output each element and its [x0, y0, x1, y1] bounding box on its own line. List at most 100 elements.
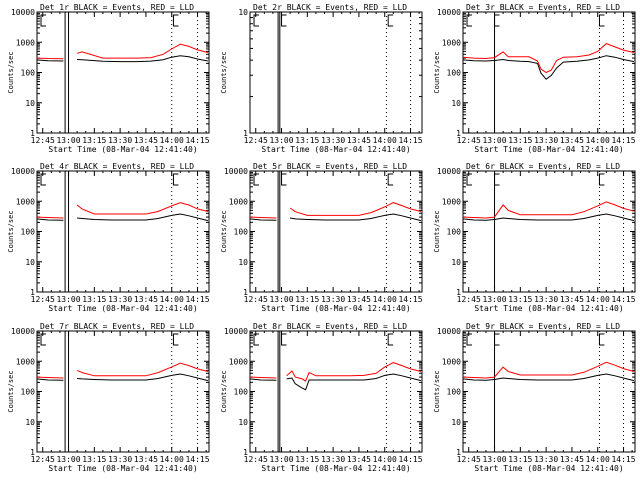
plot-frame — [462, 11, 636, 134]
x-tick-label: 14:00 — [586, 455, 610, 464]
y-tick-label: 1 — [243, 448, 248, 457]
x-tick-label: 13:15 — [295, 455, 319, 464]
y-tick-label: 1000 — [229, 197, 248, 206]
x-tick-label: 13:45 — [560, 136, 584, 145]
y-tick-label: 100 — [21, 69, 36, 78]
panel-det-1: Det 1r BLACK = Events, RED = LLD 1 10 100 10… — [7, 3, 210, 154]
y-tick-label: 1000 — [442, 197, 461, 206]
x-tick-label: 13:45 — [560, 295, 584, 304]
plot-frame — [462, 170, 636, 293]
y-tick-label: 1000 — [16, 38, 35, 47]
y-tick-label: 1000 — [442, 38, 461, 47]
y-tick-label: 1000 — [16, 197, 35, 206]
y-axis-label: Counts/sec — [7, 210, 15, 252]
x-tick-label: 13:00 — [482, 455, 506, 464]
x-tick-label: 14:15 — [611, 136, 635, 145]
x-tick-label: 13:00 — [482, 295, 506, 304]
panel-title: Det 2r BLACK = Events, RED = LLD — [253, 3, 407, 12]
x-tick-label: 14:00 — [160, 136, 184, 145]
time-marker — [466, 173, 473, 186]
x-tick-label: 14:15 — [398, 455, 422, 464]
time-marker — [598, 14, 605, 27]
time-marker — [598, 333, 605, 346]
x-axis-label: Start Time (08-Mar-04 12:41:40) — [261, 464, 410, 473]
time-marker — [253, 14, 260, 27]
y-axis-label: Counts/sec — [220, 370, 228, 412]
plot-frame — [36, 170, 210, 293]
x-tick-label: 13:00 — [482, 136, 506, 145]
series-line-events — [462, 213, 635, 222]
y-axis-label: Counts/sec — [220, 210, 228, 252]
x-tick-label: 14:15 — [185, 455, 209, 464]
panel-det-9: Det 9r BLACK = Events, RED = LLD 1 10 100 10… — [433, 322, 636, 473]
x-tick-label: 14:15 — [398, 136, 422, 145]
time-marker — [40, 14, 47, 27]
time-marker — [281, 173, 287, 186]
y-tick-label: 10 — [25, 99, 35, 108]
y-tick-label: 10 — [238, 258, 248, 267]
x-tick-label: 13:30 — [108, 295, 132, 304]
x-tick-label: 13:00 — [56, 295, 80, 304]
x-tick-label: 14:00 — [160, 455, 184, 464]
x-tick-label: 13:45 — [560, 455, 584, 464]
y-tick-label: 10000 — [224, 167, 248, 176]
x-axis-label: Start Time (08-Mar-04 12:41:40) — [474, 464, 623, 473]
panel-title: Det 8r BLACK = Events, RED = LLD — [253, 322, 407, 331]
y-tick-label: 100 — [447, 69, 462, 78]
time-marker — [387, 14, 394, 27]
x-tick-label: 13:15 — [82, 136, 106, 145]
y-tick-label: 100 — [21, 388, 36, 397]
y-tick-label: 1 — [456, 288, 461, 297]
y-axis-label: Counts/sec — [433, 210, 441, 252]
y-tick-label: 10 — [451, 99, 461, 108]
y-tick-label: 1000 — [229, 357, 248, 366]
x-tick-label: 13:00 — [56, 455, 80, 464]
panel-title: Det 6r BLACK = Events, RED = LLD — [466, 162, 620, 171]
y-tick-label: 10 — [238, 8, 248, 17]
x-axis-label: Start Time (08-Mar-04 12:41:40) — [48, 145, 197, 154]
x-axis-label: Start Time (08-Mar-04 12:41:40) — [48, 304, 197, 313]
y-tick-label: 100 — [447, 388, 462, 397]
y-tick-label: 10000 — [437, 327, 461, 336]
series-line-lld — [36, 43, 209, 60]
x-tick-label: 13:15 — [82, 295, 106, 304]
x-tick-label: 14:00 — [373, 136, 397, 145]
y-tick-label: 100 — [234, 228, 249, 237]
x-tick-label: 12:45 — [31, 295, 55, 304]
time-marker — [387, 173, 394, 186]
x-tick-label: 13:30 — [534, 295, 558, 304]
panel-det-2: Det 2r BLACK = Events, RED = LLD 1 10 12:45… — [220, 3, 423, 154]
x-tick-label: 12:45 — [457, 136, 481, 145]
x-tick-label: 12:45 — [244, 136, 268, 145]
y-axis-label: Counts/sec — [7, 51, 15, 93]
series-line-events — [249, 213, 422, 222]
x-tick-label: 13:45 — [347, 136, 371, 145]
panel-det-7: Det 7r BLACK = Events, RED = LLD 1 10 100 10… — [7, 322, 210, 473]
y-tick-label: 1000 — [442, 357, 461, 366]
y-tick-label: 10 — [238, 418, 248, 427]
panel-title: Det 7r BLACK = Events, RED = LLD — [40, 322, 194, 331]
plot-frame — [36, 11, 210, 134]
panel-title: Det 1r BLACK = Events, RED = LLD — [40, 3, 194, 12]
y-tick-label: 1 — [30, 129, 35, 138]
x-tick-label: 14:00 — [373, 295, 397, 304]
x-tick-label: 14:15 — [611, 295, 635, 304]
panel-det-8: Det 8r BLACK = Events, RED = LLD 1 10 100 10… — [220, 322, 423, 473]
time-marker — [494, 173, 500, 186]
panel-det-3: Det 3r BLACK = Events, RED = LLD 1 10 100 10… — [433, 3, 636, 154]
series-line-events — [36, 213, 209, 222]
time-marker — [466, 333, 473, 346]
x-tick-label: 12:45 — [457, 455, 481, 464]
panel-title: Det 9r BLACK = Events, RED = LLD — [466, 322, 620, 331]
y-tick-label: 10000 — [11, 327, 35, 336]
y-tick-label: 10000 — [437, 8, 461, 17]
x-tick-label: 14:15 — [398, 295, 422, 304]
x-tick-label: 13:00 — [269, 455, 293, 464]
series-line-events — [36, 55, 208, 63]
x-tick-label: 13:45 — [134, 455, 158, 464]
y-tick-label: 10 — [25, 258, 35, 267]
x-tick-label: 14:15 — [185, 295, 209, 304]
x-axis-label: Start Time (08-Mar-04 12:41:40) — [261, 145, 410, 154]
x-tick-label: 12:45 — [31, 136, 55, 145]
x-tick-label: 13:00 — [269, 295, 293, 304]
